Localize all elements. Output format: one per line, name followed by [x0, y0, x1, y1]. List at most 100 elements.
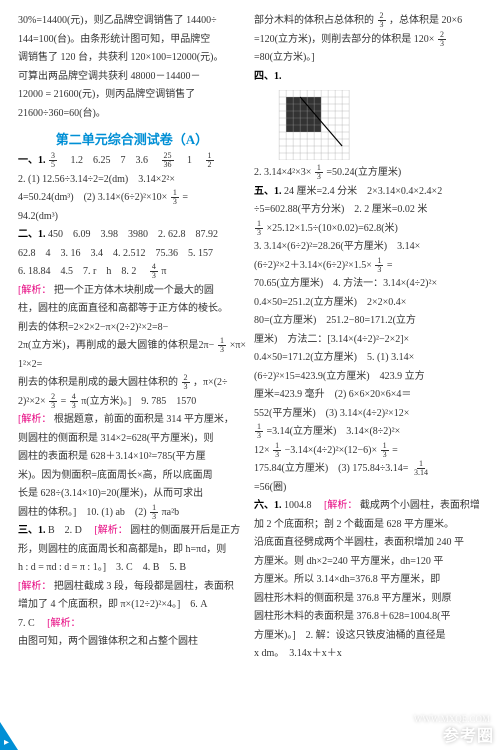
text-line: 米)。因为侧面积=底面周长×高，所以底面周 — [18, 467, 246, 486]
text-line: 0.4×50=171.2(立方厘米) 5. (1) 3.14× — [254, 349, 482, 368]
text-line: =120(立方米)，则削去部分的体积是 120× 23 — [254, 31, 482, 50]
intro-line: 21600÷360=60(台)。 — [18, 105, 246, 124]
text-line: =80(立方米)。] — [254, 49, 482, 68]
text-line: 加 2 个底面积；剖 2 个截面是 628 平方厘米。 — [254, 516, 482, 535]
unit-title: 第二单元综合测试卷（A） — [18, 129, 246, 148]
fraction: 35 — [49, 152, 57, 169]
analysis-label: [解析： — [18, 285, 51, 296]
intro-line: 调销售了 120 台，共获利 120×100=12000(元)。 — [18, 49, 246, 68]
analysis-label: [解析： — [18, 414, 51, 425]
text-line: 方厘米。则 dh×2=240 平方厘米，dh=120 平 — [254, 553, 482, 572]
fraction: 23 — [438, 31, 446, 48]
fraction: 13 — [255, 423, 263, 440]
analysis-line: [解析： 把圆柱截成 3 段，每段都是圆柱，表面积 — [18, 578, 246, 597]
text-line: (6÷2)²×15=423.9(立方厘米) 423.9 立方 — [254, 368, 482, 387]
right-column: 部分木料的体积占总体积的 23 ，总体积是 20×6 =120(立方米)，则削去… — [250, 12, 486, 738]
text-line: h : d = πd : d = π : 1。] 3. C 4. B 5. B — [18, 559, 246, 578]
text-line: 7. C [解析： — [18, 615, 246, 634]
text-line: x dm。 3.14x＋x＋x — [254, 645, 482, 664]
text-line: 0.4×50=251.2(立方厘米) 2×2×0.4× — [254, 294, 482, 313]
text-line: =56(圈) — [254, 479, 482, 498]
fraction: 13 — [273, 442, 281, 459]
text-line: 厘米) 方法二：[3.14×(4÷2)²−2×2]× — [254, 331, 482, 350]
section-label: 三、1. — [18, 525, 46, 536]
text-line: 则圆柱的侧面积是 314×2=628(平方厘米)，则 — [18, 430, 246, 449]
analysis-label: [解析： — [324, 500, 357, 511]
fraction: 2536 — [162, 152, 174, 169]
section-label: 四、1. — [254, 71, 282, 82]
fraction: 13 — [255, 220, 263, 237]
section-label: 六、1. — [254, 500, 282, 511]
intro-line: 12000 = 21600(元)，则丙品牌空调销售了 — [18, 86, 246, 105]
section-4: 四、1. — [254, 68, 482, 87]
text-line: 80=(立方厘米) 251.2−80=171.2(立方 — [254, 312, 482, 331]
text-line: 12× 13 −3.14×(4÷2)²×(12−6)× 13 = — [254, 442, 482, 461]
text-line: 部分木料的体积占总体积的 23 ，总体积是 20×6 — [254, 12, 482, 31]
text-line: ÷5=602.88(平方分米) 2. 2 厘米=0.02 米 — [254, 201, 482, 220]
watermark-brand: 参考圈 — [443, 722, 494, 746]
section-5: 五、1. 24 厘米=2.4 分米 2×3.14×0.4×2.4×2 — [254, 183, 482, 202]
analysis-label: [解析： — [94, 525, 127, 536]
text-line: 6. 18.84 4.5 7. r h 8. 2 43 π — [18, 263, 246, 282]
text-line: 由图可知，两个圆锥体积之和占整个圆柱 — [18, 633, 246, 652]
fraction: 13.14 — [412, 460, 430, 477]
text-line: 13 =3.14(立方厘米) 3.14×(8÷2)²× — [254, 423, 482, 442]
text-line: 2π(立方米)，再削成的最大圆锥的体积是2π− 13 ×π×1²×2= — [18, 337, 246, 374]
text-line: 形，则圆柱的底面周长和高都是h，即 h=πd，则 — [18, 541, 246, 560]
text-line: 94.2(dm³) — [18, 208, 246, 227]
text-line: 3. 3.14×(6÷2)²=28.26(平方厘米) 3.14× — [254, 238, 482, 257]
intro-line: 144=100(台)。由条形统计图可知，甲品牌空 — [18, 31, 246, 50]
section-6: 六、1. 1004.8 [解析： 截成两个小圆柱，表面积增 — [254, 497, 482, 516]
fraction: 13 — [171, 189, 179, 206]
text-line: 沿底面直径劈成两个半圆柱，表面积增加 240 平 — [254, 534, 482, 553]
grid-figure — [278, 90, 358, 160]
text-line: 圆柱的表面积是 628＋3.14×10²=785(平方厘 — [18, 448, 246, 467]
analysis-line: [解析： 根据题意，前面的面积是 314 平方厘米， — [18, 411, 246, 430]
text-line: 62.8 4 3. 16 3.4 4. 2.512 75.36 5. 157 — [18, 245, 246, 264]
fraction: 12 — [206, 152, 214, 169]
section-1: 一、1. 35 1.2 6.25 7 3.6 2536 1 12 — [18, 152, 246, 171]
fraction: 13 — [381, 442, 389, 459]
fraction: 43 — [70, 393, 78, 410]
text-line: 圆柱的体积。] 10. (1) ab (2) 13 πa²b — [18, 504, 246, 523]
text-line: 175.84(立方厘米) (3) 175.84÷3.14= 13.14 — [254, 460, 482, 479]
fraction: 43 — [150, 263, 158, 280]
text-line: 削去的体积是削成的最大圆柱体积的 23 ，π×(2÷ — [18, 374, 246, 393]
fraction: 23 — [378, 12, 386, 29]
text-line: 方厘米。所以 3.14×dh=376.8 平方厘米，即 — [254, 571, 482, 590]
fraction: 23 — [182, 374, 190, 391]
text-line: 增加了 4 个底面积，即 π×(12÷2)²×4。] 6. A — [18, 596, 246, 615]
text-line: 厘米=423.9 毫升 (2) 6×6×20×6×4＝ — [254, 386, 482, 405]
text-line: 552(平方厘米) (3) 3.14×(4÷2)²×12× — [254, 405, 482, 424]
fraction: 13 — [315, 164, 323, 181]
corner-arrow-icon: ▸ — [4, 737, 9, 748]
section-label: 一、1. — [18, 155, 46, 166]
section-2: 二、1. 450 6.09 3.98 3980 2. 62.8 87.92 — [18, 226, 246, 245]
fraction: 23 — [49, 393, 57, 410]
text-line: 70.65(立方厘米) 4. 方法一：3.14×(4÷2)²× — [254, 275, 482, 294]
text-line: 4=50.24(dm³) (2) 3.14×(6÷2)²×10× 13 = — [18, 189, 246, 208]
text-line: 13 ×25.12×1.5÷(10×0.02)=62.8(米) — [254, 220, 482, 239]
section-label: 二、1. — [18, 229, 46, 240]
text-line: 长是 628÷(3.14×10)=20(厘米)，从而可求出 — [18, 485, 246, 504]
text-line: 圆柱形木料的表面积是 376.8＋628=1004.8(平 — [254, 608, 482, 627]
analysis-label: [解析： — [47, 618, 80, 629]
text-line: (6÷2)²×2＋3.14×(6÷2)²×1.5× 13 = — [254, 257, 482, 276]
analysis-label: [解析： — [18, 581, 51, 592]
fraction: 13 — [375, 257, 383, 274]
text-line: 方厘米)。] 2. 解：设这只铁皮油桶的直径是 — [254, 627, 482, 646]
section-label: 五、1. — [254, 186, 282, 197]
section-3: 三、1. B 2. D [解析： 圆柱的侧面展开后是正方 — [18, 522, 246, 541]
intro-line: 可算出两品牌空调共获利 48000－14400－ — [18, 68, 246, 87]
intro-line: 30%=14400(元)，则乙品牌空调销售了 14400÷ — [18, 12, 246, 31]
text-line: 圆柱形木料的侧面积是 376.8 平方厘米，则原 — [254, 590, 482, 609]
fraction: 13 — [218, 337, 226, 354]
fraction: 13 — [150, 504, 158, 521]
analysis-line: [解析： 把一个正方体木块削成一个最大的圆 — [18, 282, 246, 301]
text-line: 削去的体积=2×2×2−π×(2÷2)²×2=8− — [18, 319, 246, 338]
text-line: 柱，圆柱的底面直径和高都等于正方体的棱长。 — [18, 300, 246, 319]
text-line: 2. (1) 12.56÷3.14÷2=2(dm) 3.14×2²× — [18, 171, 246, 190]
left-column: 30%=14400(元)，则乙品牌空调销售了 14400÷ 144=100(台)… — [14, 12, 250, 738]
text-line: 2. 3.14×4²×3× 13 =50.24(立方厘米) — [254, 164, 482, 183]
text-line: 2)²×2× 23 = 43 π(立方米)。] 9. 785 1570 — [18, 393, 246, 412]
